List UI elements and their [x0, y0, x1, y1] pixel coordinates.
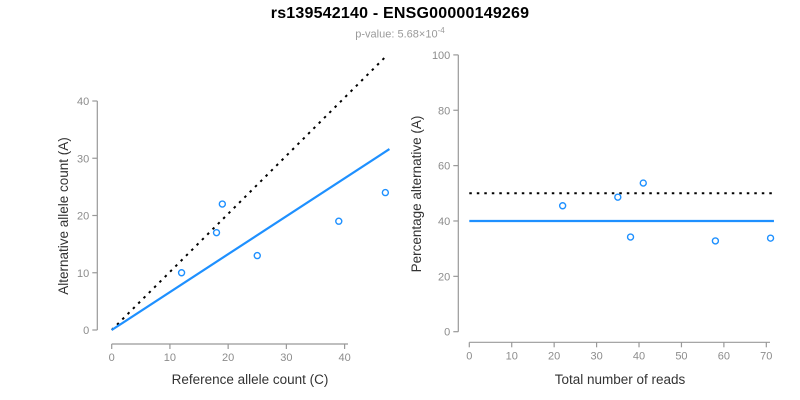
data-point — [381, 188, 390, 197]
y-tick-label: 30 — [77, 153, 89, 165]
y-tick-label: 60 — [438, 161, 450, 173]
x-tick-label: 70 — [760, 350, 772, 362]
y-tick-label: 20 — [438, 271, 450, 283]
x-tick-label: 20 — [548, 350, 560, 362]
expected-50pct-line — [110, 54, 388, 331]
data-point — [177, 269, 186, 277]
x-tick-label: 20 — [222, 352, 234, 364]
x-axis-label: Total number of reads — [555, 372, 686, 387]
pvalue-mantissa: 5.68 — [397, 28, 419, 41]
data-point — [218, 200, 227, 208]
y-tick-label: 20 — [77, 211, 89, 223]
x-tick-label: 0 — [109, 352, 115, 364]
x-axis-label: Reference allele count (C) — [172, 372, 329, 387]
x-tick-label: 30 — [590, 350, 602, 362]
data-point — [614, 193, 622, 201]
y-axis-label: Alternative allele count (A) — [56, 137, 71, 295]
x-tick-label: 50 — [675, 350, 687, 362]
y-tick-label: 80 — [438, 105, 450, 117]
y-tick-label: 100 — [432, 50, 450, 62]
panel-percentage-vs-reads: 0 20 40 60 80 100 0 10 20 30 40 50 60 70 Total number … — [409, 50, 775, 387]
figure-subtitle: p-value: 5.68×10-4 — [0, 26, 800, 41]
data-point — [639, 179, 647, 187]
pvalue-multiplier: ×10 — [418, 28, 438, 41]
fitted-ratio-line — [111, 148, 391, 331]
y-tick-label: 10 — [77, 268, 89, 280]
data-point — [558, 202, 567, 210]
data-point — [212, 228, 221, 237]
pvalue-label: p-value: — [355, 28, 395, 41]
pvalue-exponent: -4 — [437, 26, 445, 35]
data-point — [766, 234, 775, 242]
x-tick-label: 0 — [466, 350, 472, 362]
y-tick-label: 0 — [83, 325, 89, 337]
data-point — [711, 237, 720, 245]
data-point — [335, 217, 343, 225]
x-tick-label: 10 — [164, 352, 176, 364]
x-tick-label: 10 — [506, 350, 518, 362]
x-tick-label: 40 — [633, 350, 645, 362]
y-tick-label: 40 — [438, 216, 450, 228]
figure-title: rs139542140 - ENSG00000149269 — [270, 5, 530, 22]
x-tick-label: 40 — [338, 352, 350, 364]
y-tick-label: 0 — [444, 327, 450, 339]
panel-allele-counts: 0 10 20 30 40 0 10 20 30 40 Reference allele count… — [56, 54, 391, 387]
data-point — [626, 233, 635, 241]
y-axis-label: Percentage alternative (A) — [409, 116, 424, 273]
y-tick-label: 40 — [77, 96, 89, 108]
data-point — [253, 251, 261, 260]
x-tick-label: 30 — [280, 352, 292, 364]
x-tick-label: 60 — [718, 350, 730, 362]
